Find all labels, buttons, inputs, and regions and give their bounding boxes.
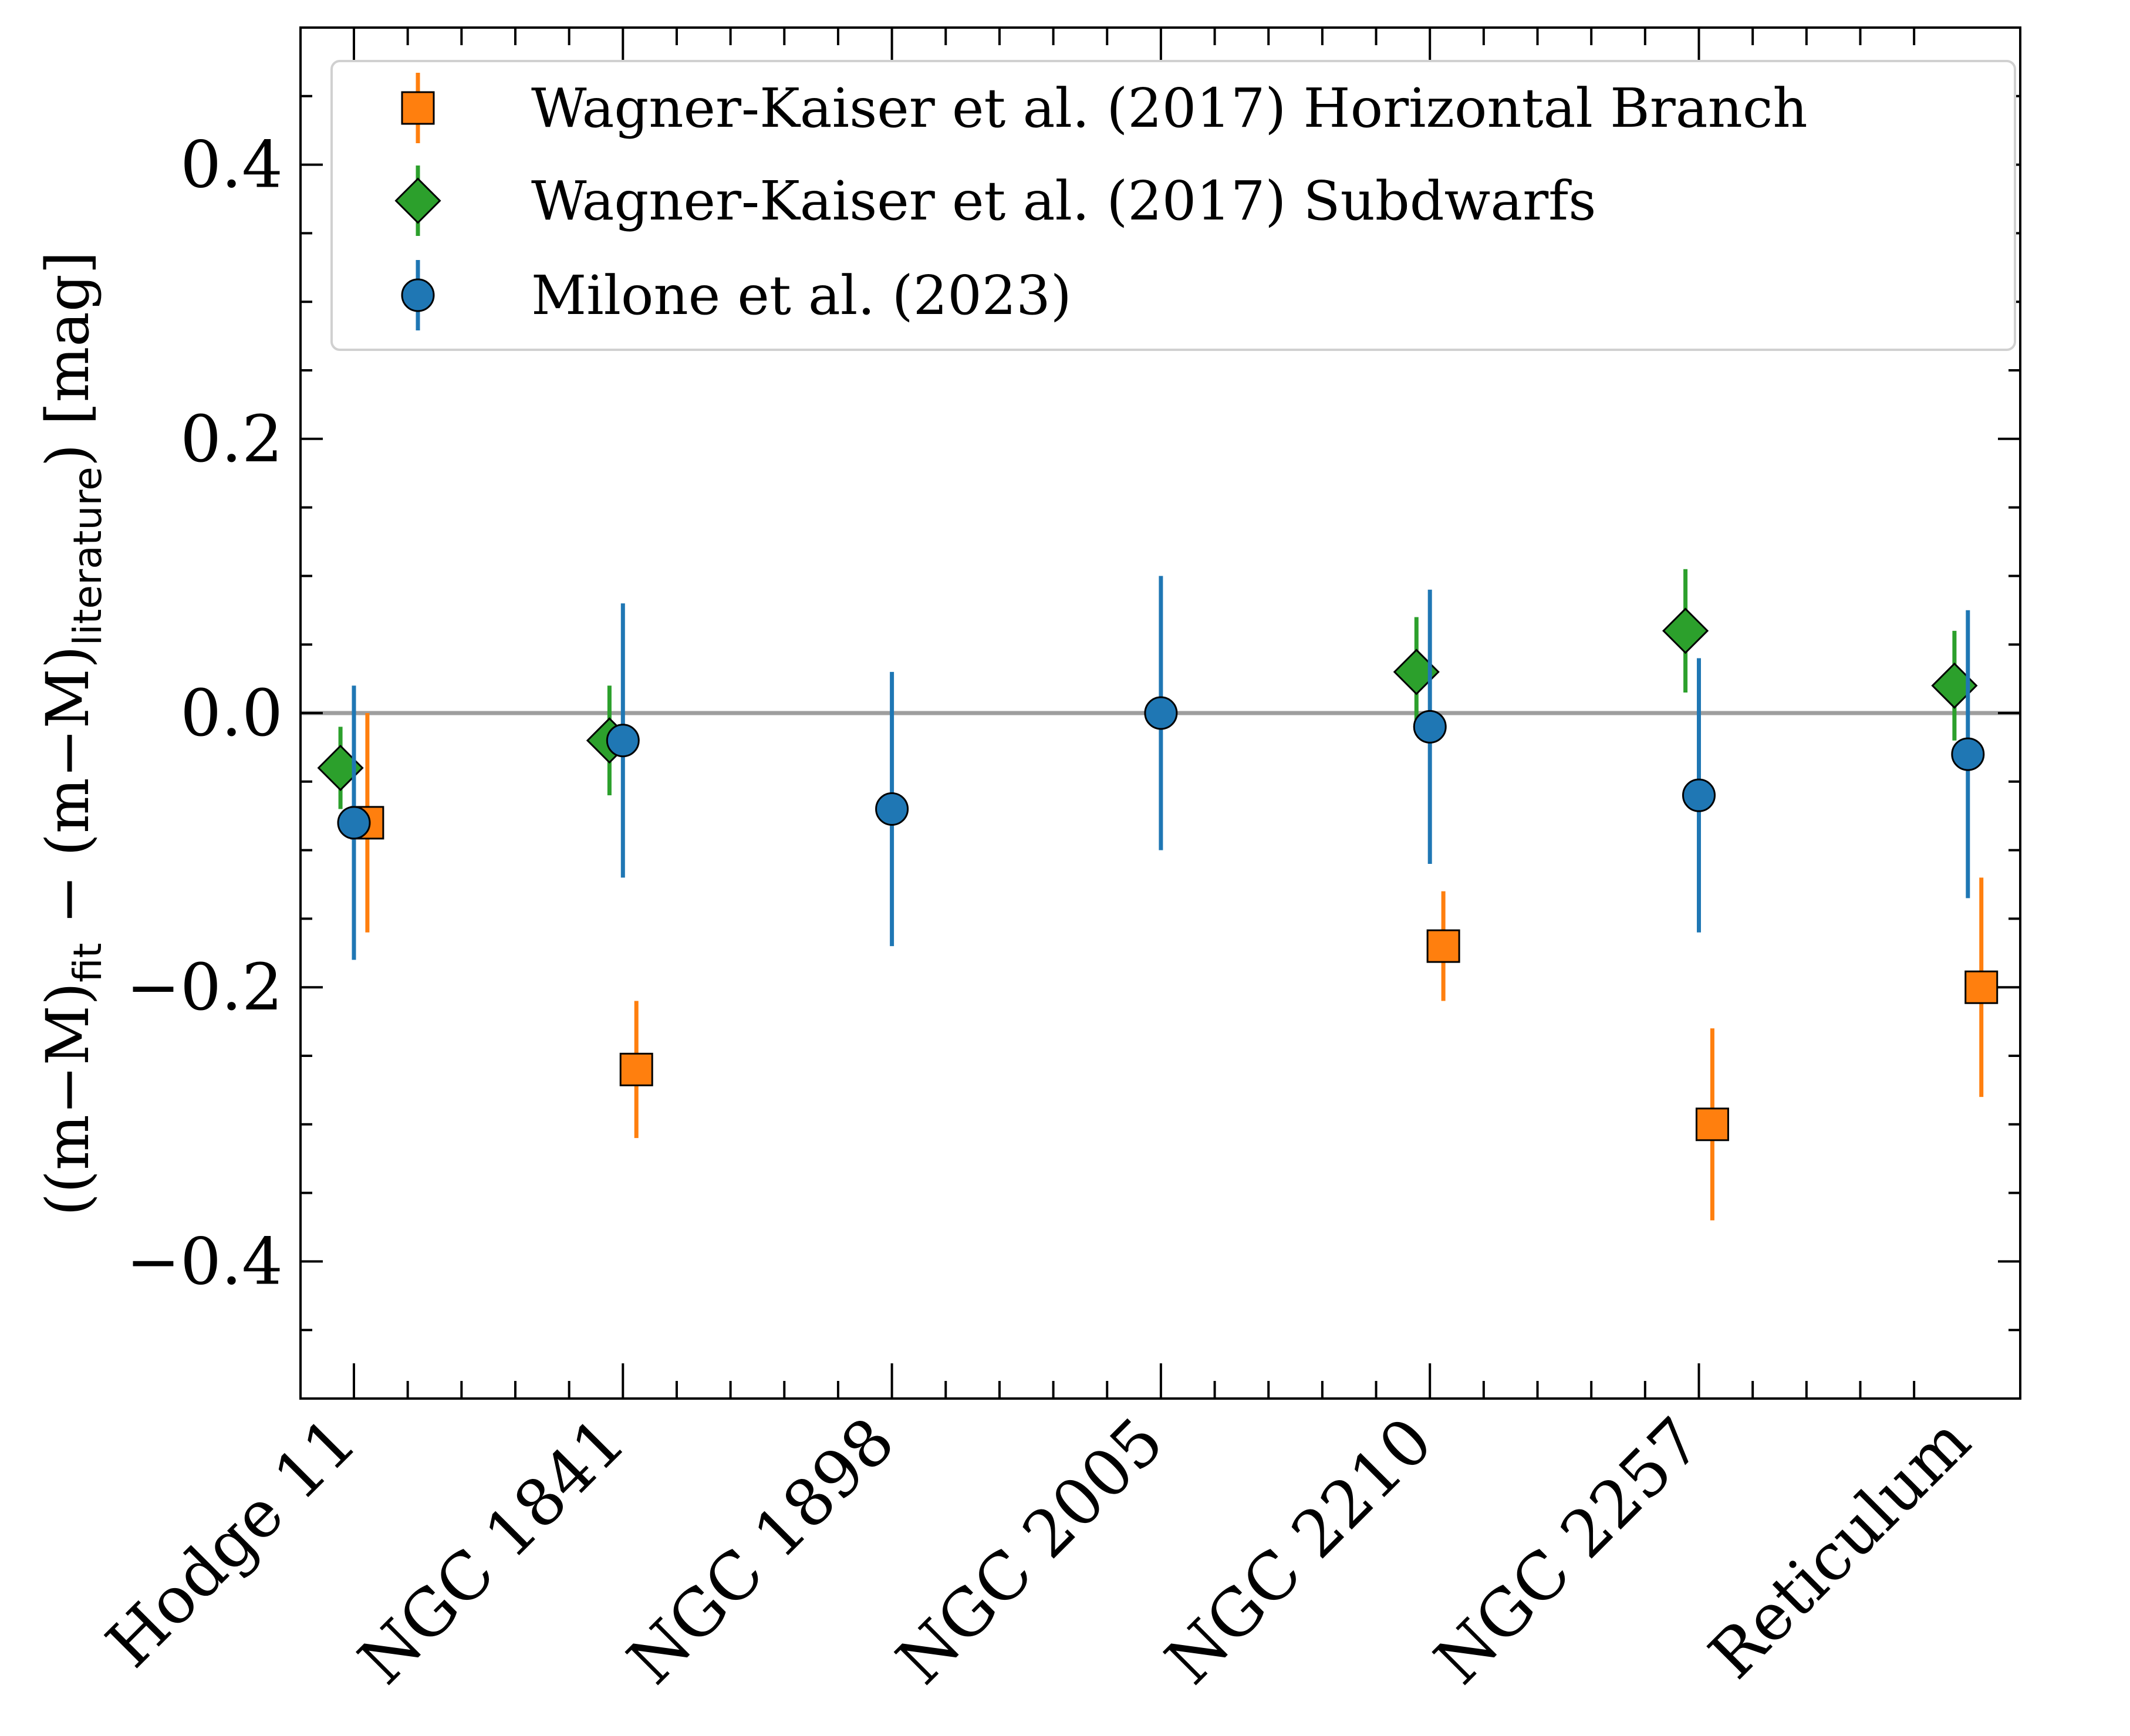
y-tick-label: 0.0 [180, 676, 283, 751]
legend-marker-wagner-kaiser-et-al-2017-horizontal-branch [401, 91, 435, 125]
y-axis-label-middle: − (m−M) [33, 646, 102, 943]
data-point-ngc-2210 [1426, 929, 1460, 963]
data-point-ngc-1841 [606, 724, 640, 758]
data-point-ngc-1898 [875, 792, 909, 826]
data-point-ngc-2210 [1413, 710, 1447, 744]
legend-marker-milone-et-al-2023 [401, 278, 435, 312]
data-point-hodge-11 [337, 806, 371, 840]
legend-label-milone-et-al-2023: Milone et al. (2023) [531, 264, 1072, 327]
data-point-ngc-2005 [1144, 696, 1178, 730]
y-axis-label-sub-fit: fit [65, 943, 110, 982]
y-axis-label: ((m−M)fit − (m−M)literature) [mag] [33, 251, 110, 1216]
y-axis-label-suffix: ) [mag] [33, 251, 102, 467]
legend-marker-wagner-kaiser-et-al-2017-subdwarfs [394, 177, 441, 224]
data-point-ngc-2257 [1682, 778, 1716, 812]
y-tick-label: −0.4 [126, 1224, 283, 1299]
y-axis-label-sub-literature: literature [65, 467, 110, 646]
series-milone-et-al-2023 [337, 576, 1985, 960]
data-point-ngc-1841 [619, 1052, 653, 1086]
y-tick-label: 0.4 [180, 127, 283, 202]
legend-label-wagner-kaiser-et-al-2017-horizontal-branch: Wagner-Kaiser et al. (2017) Horizontal B… [531, 77, 1808, 140]
legend-label-wagner-kaiser-et-al-2017-subdwarfs: Wagner-Kaiser et al. (2017) Subdwarfs [531, 170, 1596, 232]
y-axis: −0.4 −0.2 0.0 0.2 0.4 [126, 94, 2020, 1332]
legend: Wagner-Kaiser et al. (2017) Horizontal B… [330, 60, 2016, 351]
data-point-ngc-2257 [1662, 607, 1709, 654]
y-tick-label: −0.2 [126, 950, 283, 1025]
data-point-reticulum [1951, 737, 1985, 771]
y-tick-label: 0.2 [180, 401, 283, 477]
legend-frame [330, 60, 2016, 351]
y-axis-label-prefix: ((m−M) [33, 982, 102, 1216]
data-point-reticulum [1964, 970, 1999, 1004]
data-point-ngc-2257 [1695, 1107, 1729, 1141]
